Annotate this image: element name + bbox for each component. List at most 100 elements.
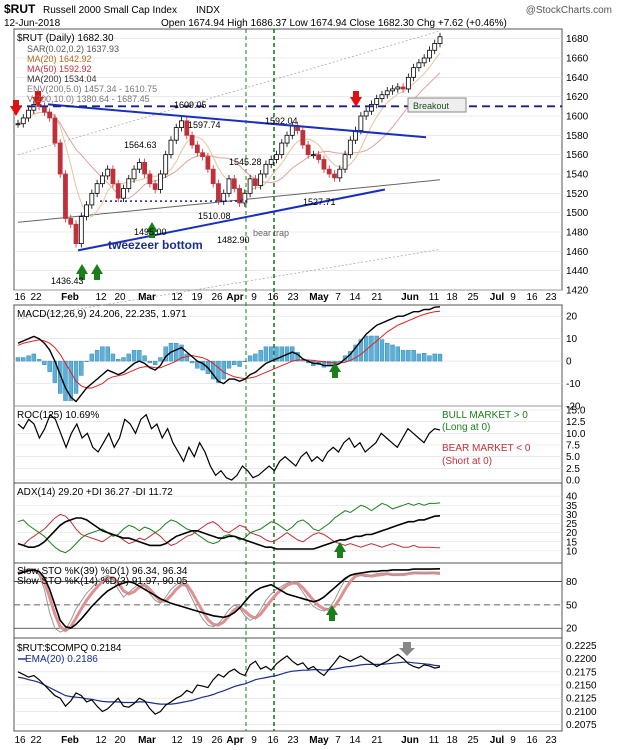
candle-body — [94, 183, 100, 194]
x-tick-label: 14 — [349, 292, 361, 303]
macd-histogram-bar — [89, 353, 95, 362]
macd-histogram-bar — [385, 342, 390, 362]
adx-plus-di-line — [17, 502, 441, 554]
candle-body — [126, 178, 132, 189]
adx-y-tick-label: 35 — [566, 501, 578, 512]
price-y-tick-label: 1580 — [566, 131, 589, 142]
macd-histogram-bar — [79, 360, 84, 376]
macd-y-tick-label: -10 — [566, 379, 581, 390]
x-tick-label: 18 — [446, 292, 458, 303]
price-y-tick-label: 1660 — [566, 54, 589, 65]
macd-histogram-bar — [216, 360, 221, 383]
green-arrow-icon — [146, 222, 158, 238]
adx-minus-di-line — [17, 513, 441, 549]
x-tick-label: 23 — [545, 735, 557, 746]
x-tick-label: 16 — [267, 735, 279, 746]
macd-histogram-bar — [274, 346, 279, 362]
green-arrow-icon — [76, 264, 88, 280]
x-tick-label: Jun — [401, 292, 419, 303]
x-axis-labels: 16 22 Feb 12 20 Mar 12 19 26 Apr 9 16 23 May 7 14 21 Jun 1… — [14, 292, 557, 746]
legend-ma200: MA(200) 1534.04 — [27, 74, 97, 84]
roc-y-tick-label: 0.0 — [566, 476, 580, 487]
macd-histogram-bar — [84, 360, 89, 362]
macd-histogram-bar — [210, 360, 216, 380]
ratio-y-tick-label: 0.2175 — [566, 667, 597, 678]
macd-histogram-bar — [121, 357, 126, 362]
macd-histogram-bar — [279, 346, 284, 362]
sto-title-k14: Slow STO %K(14) %D(3) 91.97, 90.05 — [17, 576, 188, 587]
candle-body — [332, 173, 337, 179]
macd-histogram-bar — [374, 335, 379, 362]
candle-body — [31, 104, 37, 111]
candle-body — [200, 152, 206, 158]
x-tick-label: Jul — [490, 292, 505, 303]
candle-body — [421, 57, 427, 64]
roc-note-long: (Long at 0) — [442, 422, 490, 433]
candle-body — [374, 98, 380, 105]
x-tick-label: May — [309, 292, 329, 303]
x-tick-label: 21 — [371, 735, 383, 746]
annot-1609: 1609.05 — [174, 100, 207, 110]
x-tick-label: Jul — [490, 735, 505, 746]
panel-titles: $RUT (Daily) 1682.30 MACD(12,26,9) 24.20… — [17, 33, 188, 665]
macd-histogram-bar — [247, 355, 253, 362]
sto-title-k39: Slow STO %K(39) %D(1) 96.34, 96.34 — [17, 566, 188, 577]
candle-body — [20, 117, 26, 125]
x-tick-label: 21 — [371, 292, 383, 303]
price-y-tick-label: 1460 — [566, 247, 589, 258]
candle-body — [300, 130, 306, 146]
ratio-title: $RUT:$COMPQ 0.2184 — [17, 643, 122, 654]
macd-histogram-bar — [221, 360, 226, 380]
macd-histogram-bar — [36, 359, 42, 362]
candle-body — [268, 159, 274, 165]
candle-body — [369, 104, 374, 112]
ratio-y-tick-label: 0.2075 — [566, 720, 597, 731]
candle-body — [326, 168, 332, 175]
price-y-tick-label: 1620 — [566, 92, 589, 103]
roc-line — [17, 413, 441, 481]
symbol-label: $RUT — [4, 2, 36, 16]
price-y-tick-label: 1680 — [566, 34, 589, 45]
candle-body — [284, 134, 290, 144]
candle-body — [89, 192, 95, 206]
gray-arrow-icon — [399, 642, 415, 656]
candle-body — [252, 178, 258, 186]
sto-k14-line — [17, 568, 440, 633]
green-arrow-icon — [329, 362, 341, 378]
annot-1436: 1436.43 — [51, 276, 84, 286]
candle-body — [68, 218, 74, 225]
macd-histogram-bar — [258, 350, 263, 362]
x-tick-label: Apr — [226, 292, 243, 303]
macd-histogram-bar — [105, 346, 110, 362]
macd-histogram-bar — [47, 360, 52, 373]
candle-body — [363, 110, 369, 117]
candle-body — [384, 90, 390, 96]
macd-histogram-bar — [142, 355, 147, 362]
x-tick-label: 9 — [251, 735, 257, 746]
x-tick-label: 22 — [30, 735, 42, 746]
price-annotations: 1609.05 1597.74 1592.04 1564.63 1545.28 … — [51, 97, 467, 286]
price-y-tick-label: 1500 — [566, 208, 589, 219]
candle-body — [237, 188, 242, 204]
watermark: @StockCharts.com — [526, 5, 612, 16]
macd-histogram-bar — [353, 344, 358, 362]
macd-histogram-bar — [189, 360, 195, 364]
ratio-y-tick-label: 0.2225 — [566, 641, 597, 652]
roc-y-tick-label: 2.5 — [566, 464, 580, 475]
adx-y-tick-label: 10 — [566, 546, 578, 557]
macd-histogram-bar — [184, 353, 190, 362]
macd-panel: -20 -10 0 10 20 — [15, 306, 581, 413]
candle-body — [52, 117, 58, 144]
legend-v: V(200,10.0) 1380.64 - 1687.45 — [27, 94, 150, 104]
x-tick-label: 18 — [446, 735, 458, 746]
chart-header: $RUT Russell 2000 Small Cap Index INDX @… — [4, 2, 612, 29]
macd-histogram-bar — [242, 360, 248, 363]
candle-body — [390, 88, 395, 92]
x-tick-label: 11 — [429, 735, 440, 746]
candle-body — [258, 173, 264, 186]
macd-histogram-bar — [253, 353, 258, 362]
macd-histogram-bar — [131, 350, 137, 362]
candle-body — [400, 86, 406, 90]
adx-y-tick-label: 25 — [566, 519, 578, 530]
x-tick-label: 20 — [114, 735, 126, 746]
